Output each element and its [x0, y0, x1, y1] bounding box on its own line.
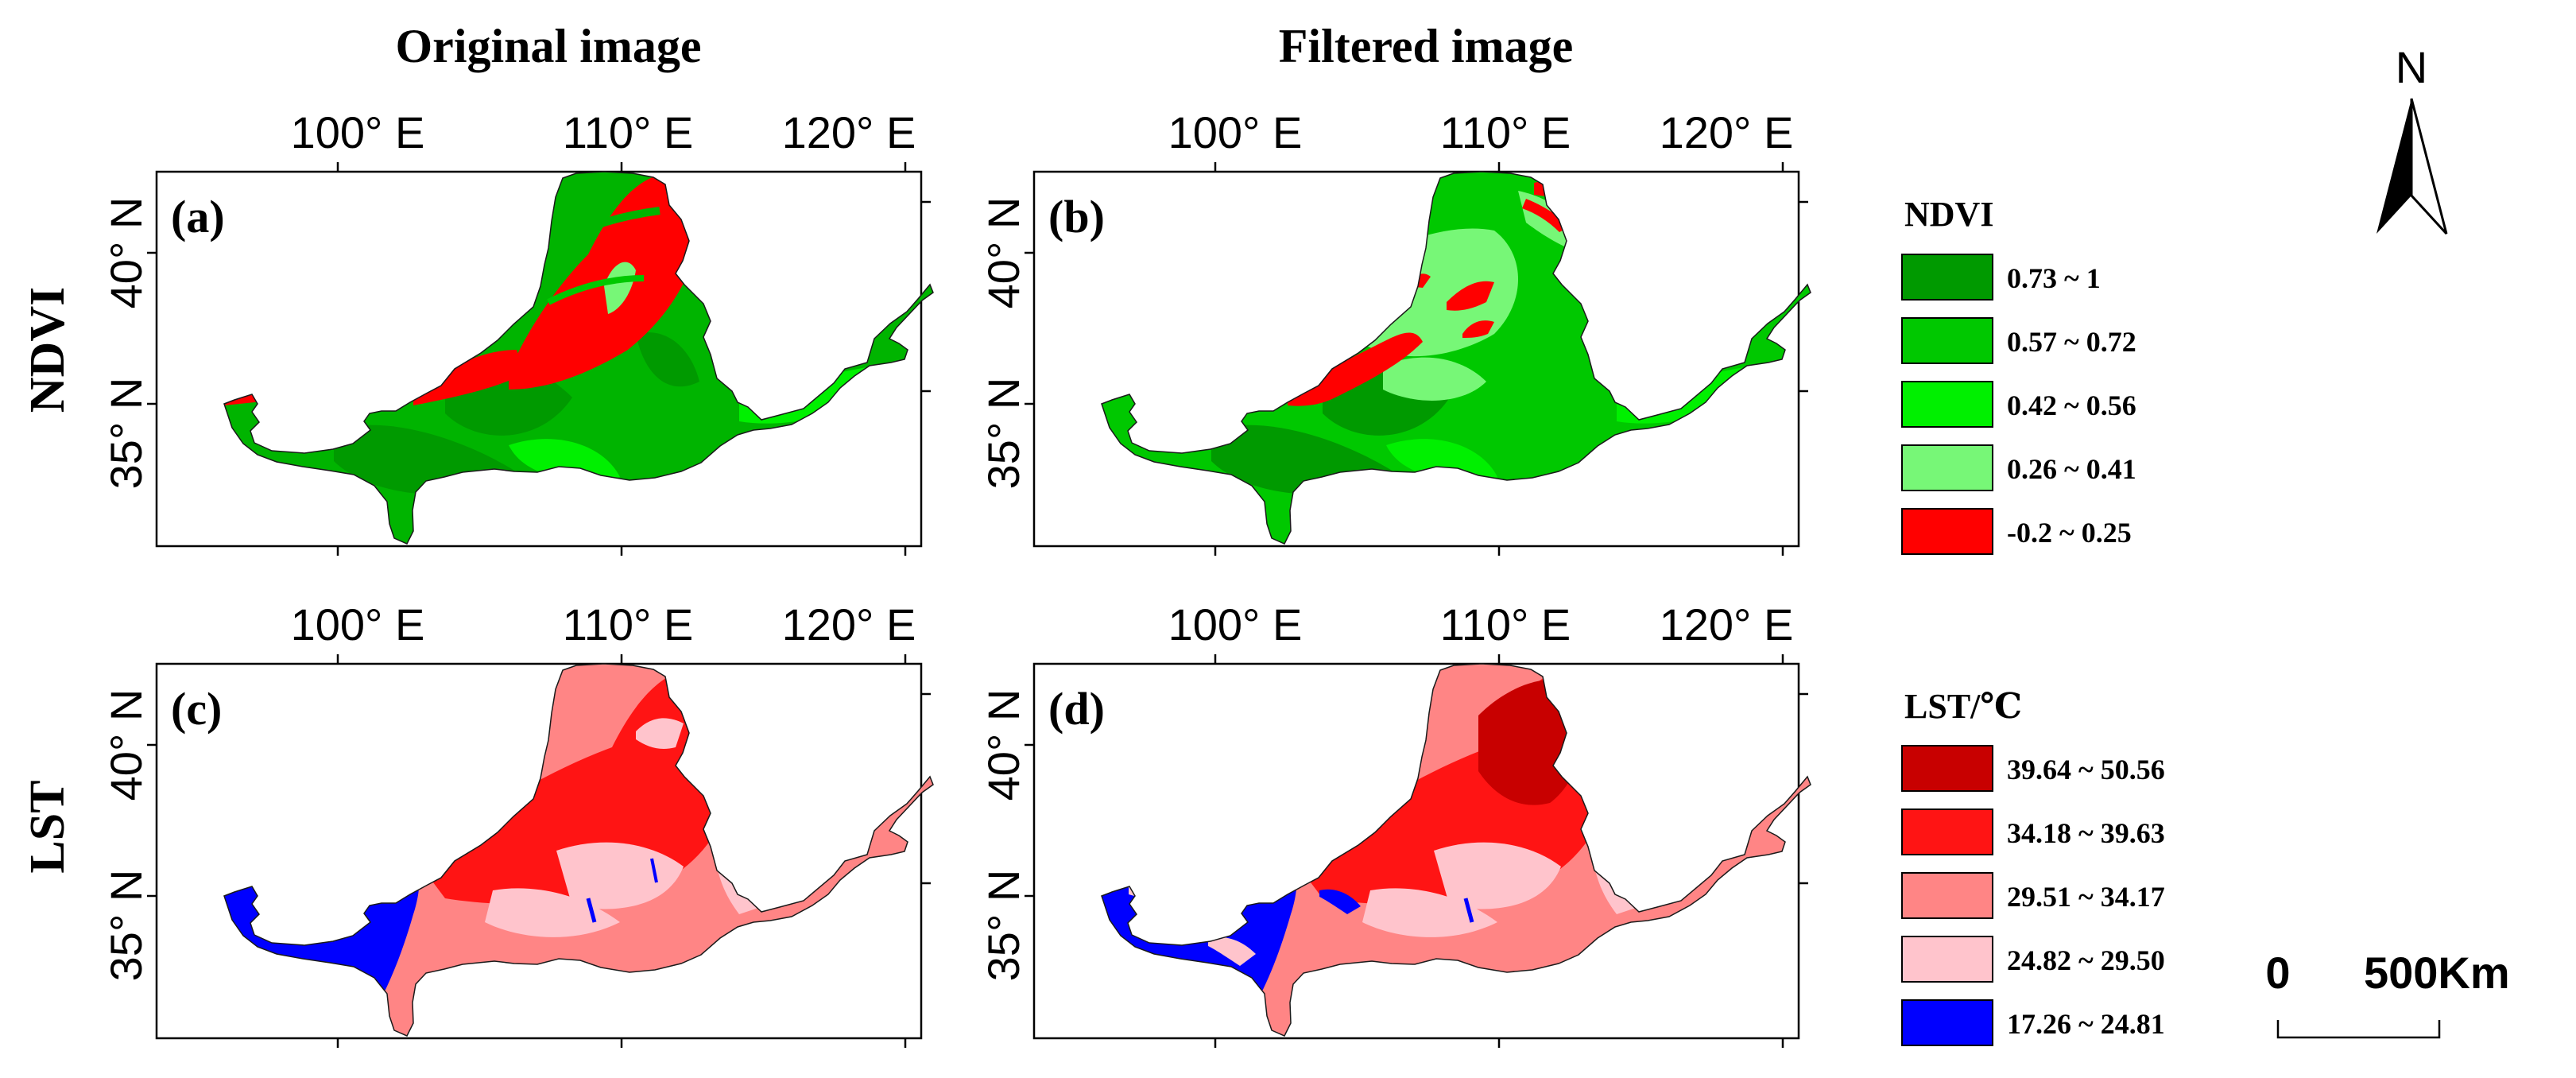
bottom-axis-ticks — [336, 1038, 907, 1048]
row-label-lst: LST — [21, 780, 75, 873]
lst-legend-item: 34.18 ~ 39.63 — [1901, 808, 2165, 855]
lat-label-40: 40° N — [978, 197, 1028, 309]
lon-label-100: 100° E — [1168, 107, 1303, 157]
lat-label-40: 40° N — [978, 689, 1028, 801]
ndvi-legend-swatch — [1901, 444, 1993, 491]
top-axis-ticks — [336, 654, 907, 664]
ndvi-legend-title: NDVI — [1904, 195, 1993, 234]
ndvi-legend-label: 0.57 ~ 0.72 — [2007, 326, 2136, 358]
right-axis-ticks — [921, 200, 931, 393]
north-arrow-right-half — [2410, 98, 2448, 235]
top-axis-ticks — [1214, 162, 1784, 172]
ndvi-legend-item: 0.73 ~ 1 — [1901, 254, 2101, 301]
lon-label-100: 100° E — [291, 599, 425, 650]
lst-legend-title: LST/℃ — [1904, 687, 2022, 726]
panel-letter: (a) — [171, 191, 225, 242]
ndvi-legend-item: 0.42 ~ 0.56 — [1901, 381, 2136, 428]
panel-letter: (d) — [1048, 683, 1105, 735]
lst-legend-item: 17.26 ~ 24.81 — [1901, 999, 2165, 1046]
lon-label-110: 110° E — [563, 107, 694, 157]
lat-label-35: 35° N — [978, 378, 1028, 490]
lst-legend-item: 39.64 ~ 50.56 — [1901, 745, 2165, 792]
lst-legend-label: 17.26 ~ 24.81 — [2007, 1008, 2165, 1040]
lst-legend-label: 24.82 ~ 29.50 — [2007, 944, 2165, 976]
lon-label-120: 120° E — [782, 599, 916, 650]
lst-legend-swatch — [1901, 808, 1993, 855]
column-title-filtered: Filtered image — [1279, 20, 1573, 72]
lat-label-35: 35° N — [101, 378, 151, 490]
scale-bar-start-label: 0 — [2265, 948, 2290, 998]
lst-legend-swatch — [1901, 745, 1993, 792]
bottom-axis-ticks — [1214, 1038, 1784, 1048]
panel-letter: (b) — [1048, 191, 1105, 242]
lat-label-40: 40° N — [101, 689, 151, 801]
left-axis-ticks — [1025, 251, 1034, 405]
column-title-original: Original image — [396, 20, 702, 72]
lst-legend-label: 34.18 ~ 39.63 — [2007, 817, 2165, 849]
left-axis-ticks — [1025, 743, 1034, 898]
left-axis-ticks — [147, 743, 157, 898]
lon-label-110: 110° E — [563, 599, 694, 650]
lst-legend-swatch — [1901, 872, 1993, 919]
lat-label-35: 35° N — [101, 870, 151, 982]
ndvi-legend-label: 0.26 ~ 0.41 — [2007, 453, 2136, 485]
scale-bar-line — [2276, 1020, 2441, 1039]
lst-legend-item: 24.82 ~ 29.50 — [1901, 936, 2165, 983]
lat-label-40: 40° N — [101, 197, 151, 309]
ndvi-legend-swatch — [1901, 317, 1993, 364]
panel-d: 100° E 110° E 120° E 40° N 35° N (d) — [978, 599, 1811, 1048]
bottom-axis-ticks — [1214, 546, 1784, 556]
ndvi-legend-item: 0.26 ~ 0.41 — [1901, 444, 2136, 491]
north-arrow: N — [2377, 42, 2448, 235]
lst-legend-item: 29.51 ~ 34.17 — [1901, 872, 2165, 919]
panel-letter: (c) — [171, 683, 222, 735]
panel-c: 100° E 110° E 120° E 40° N 35° N (c) — [101, 599, 934, 1048]
right-axis-ticks — [1799, 692, 1808, 885]
lon-label-110: 110° E — [1440, 599, 1571, 650]
top-axis-ticks — [336, 162, 907, 172]
panel-a: 100° E 110° E 120° E 40° N 35° N (a) — [101, 107, 934, 556]
panel-b: 100° E 110° E 120° E 40° N 35° N (b) — [978, 107, 1811, 556]
ndvi-legend-item: 0.57 ~ 0.72 — [1901, 317, 2136, 364]
bottom-axis-ticks — [336, 546, 907, 556]
left-axis-ticks — [147, 251, 157, 405]
lst-legend-swatch — [1901, 936, 1993, 983]
lon-label-100: 100° E — [291, 107, 425, 157]
scale-bar: 0 500Km — [2265, 948, 2510, 1039]
lat-label-35: 35° N — [978, 870, 1028, 982]
ndvi-legend-swatch — [1901, 381, 1993, 428]
ndvi-legend-swatch — [1901, 254, 1993, 301]
lon-label-100: 100° E — [1168, 599, 1303, 650]
north-arrow-left-half — [2377, 99, 2411, 234]
lst-legend: LST/℃ 39.64 ~ 50.56 34.18 ~ 39.63 29.51 … — [1901, 687, 2165, 1046]
ndvi-legend-item: -0.2 ~ 0.25 — [1901, 508, 2132, 555]
north-arrow-label: N — [2396, 42, 2427, 92]
lon-label-110: 110° E — [1440, 107, 1571, 157]
lst-legend-swatch — [1901, 999, 1993, 1046]
ndvi-legend-label: 0.42 ~ 0.56 — [2007, 390, 2136, 421]
ndvi-legend-label: -0.2 ~ 0.25 — [2007, 517, 2132, 549]
lon-label-120: 120° E — [1660, 599, 1794, 650]
lon-label-120: 120° E — [782, 107, 916, 157]
right-axis-ticks — [921, 692, 931, 885]
ndvi-legend: NDVI 0.73 ~ 1 0.57 ~ 0.72 0.42 ~ 0.56 0.… — [1901, 195, 2136, 555]
scale-bar-end-label: 500Km — [2364, 948, 2510, 998]
ndvi-legend-swatch — [1901, 508, 1993, 555]
right-axis-ticks — [1799, 200, 1808, 393]
lst-legend-label: 39.64 ~ 50.56 — [2007, 754, 2165, 785]
lst-legend-label: 29.51 ~ 34.17 — [2007, 881, 2165, 913]
top-axis-ticks — [1214, 654, 1784, 664]
row-label-ndvi: NDVI — [21, 287, 75, 413]
lon-label-120: 120° E — [1660, 107, 1794, 157]
ndvi-legend-label: 0.73 ~ 1 — [2007, 262, 2101, 294]
